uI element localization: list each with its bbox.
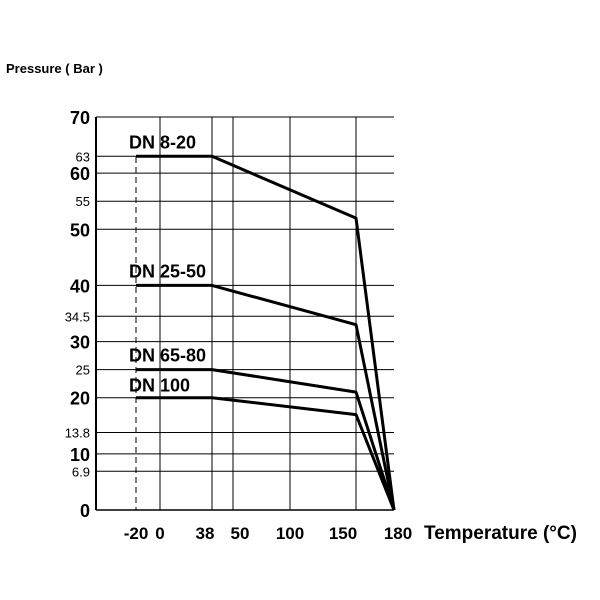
axes — [95, 117, 394, 511]
y-tick-label: 60 — [70, 164, 90, 184]
x-tick-label: 150 — [329, 524, 357, 543]
series-labels: DN 8-20 DN 25-50 DN 65-80 DN 100 — [129, 132, 206, 395]
series-line-dn-25-50 — [136, 283, 396, 511]
y-tick-label-minor: 13.8 — [65, 426, 90, 441]
series-label: DN 25-50 — [129, 261, 206, 281]
x-tick-label: -20 — [124, 524, 149, 543]
series-lines — [136, 154, 396, 511]
y-tick-label-minor: 63 — [76, 149, 90, 164]
series-line-dn-100 — [136, 396, 396, 511]
y-tick-label: 40 — [70, 276, 90, 296]
x-tick-label: 0 — [155, 524, 164, 543]
y-tick-label: 70 — [70, 108, 90, 128]
y-tick-label-minor: 34.5 — [65, 309, 90, 324]
grid — [96, 116, 394, 510]
y-tick-labels: 0 10 20 30 40 50 60 70 6.9 13.8 25 34.5 55 63 — [65, 108, 90, 521]
series-label: DN 100 — [129, 376, 190, 396]
series-label: DN 65-80 — [129, 346, 206, 366]
y-axis-title: Pressure ( Bar ) — [6, 61, 103, 76]
y-tick-label-minor: 55 — [76, 194, 90, 209]
x-tick-label: 100 — [276, 524, 304, 543]
y-tick-label: 10 — [70, 445, 90, 465]
y-tick-label: 20 — [70, 389, 90, 409]
x-tick-label: 50 — [231, 524, 250, 543]
y-tick-label: 30 — [70, 333, 90, 353]
series-label: DN 8-20 — [129, 132, 196, 152]
y-tick-label: 50 — [70, 220, 90, 240]
y-tick-label: 0 — [80, 501, 90, 521]
x-tick-label: 38 — [196, 524, 215, 543]
x-axis-title: Temperature (°C) — [424, 523, 577, 544]
series-line-dn-8-20 — [136, 154, 396, 511]
x-tick-labels: -20 0 38 50 100 150 180 — [124, 524, 412, 543]
series-line-dn-65-80 — [136, 368, 396, 511]
y-tick-label-minor: 6.9 — [72, 464, 90, 479]
x-tick-label: 180 — [384, 524, 412, 543]
y-tick-label-minor: 25 — [76, 363, 90, 378]
